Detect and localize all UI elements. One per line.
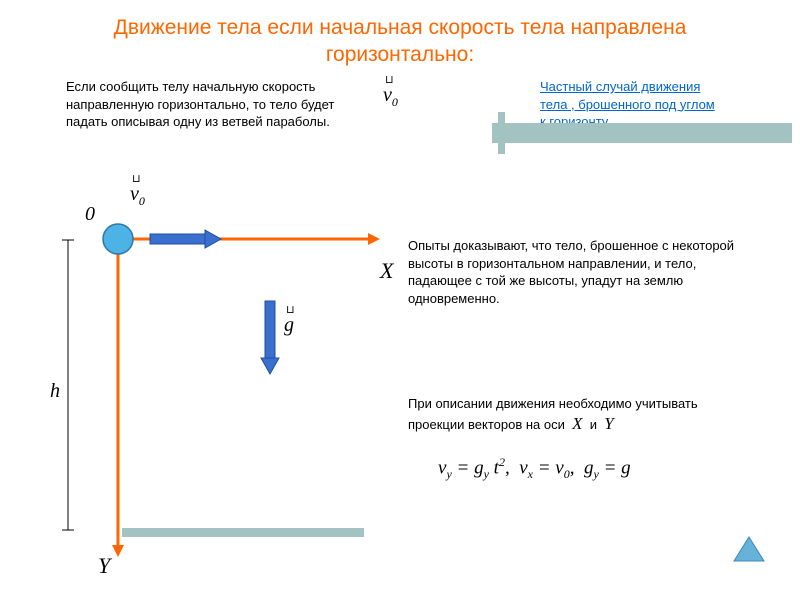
v0-symbol-diagram: ⊔ v0: [130, 183, 145, 209]
related-link[interactable]: Частный случай движения тела , брошенног…: [540, 78, 720, 131]
formula: vy = gy t2, vx = v0, gy = g: [438, 455, 631, 482]
page-title: Движение тела если начальная скорость те…: [0, 0, 800, 75]
next-slide-button[interactable]: [732, 535, 766, 568]
x-axis-label: X: [380, 258, 393, 284]
h-label: h: [50, 380, 60, 403]
v0-symbol-top: ⊔ v0: [383, 84, 398, 110]
origin-label: 0: [85, 203, 95, 226]
g-symbol: ⊔ g: [284, 314, 294, 337]
related-link-text: Частный случай движения тела , брошенног…: [540, 79, 715, 129]
y-axis-label: Y: [98, 553, 110, 579]
experiment-text: Опыты доказывают, что тело, брошенное с …: [408, 237, 748, 307]
intro-text: Если сообщить телу начальную скорость на…: [66, 78, 366, 131]
projection-text: При описании движения необходимо учитыва…: [408, 395, 748, 435]
